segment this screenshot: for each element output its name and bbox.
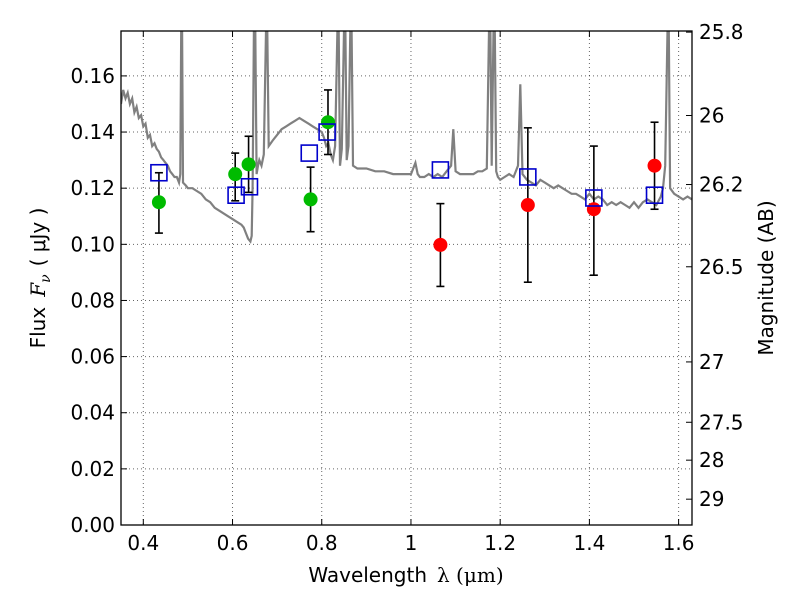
y2-tick-label: 28	[699, 448, 724, 472]
model-photometry-square	[585, 189, 603, 207]
plot-area	[121, 31, 692, 288]
axis-ticks: 0.4 0.6 0.8 1 1.2 1.4 1.6 0.00 0.02 0.04 0.06 0.08 0…	[70, 20, 743, 555]
x-tick-label: 1	[405, 531, 418, 555]
y-tick-label: 0.02	[70, 457, 115, 481]
optical-point	[228, 167, 243, 182]
y-tick-label: 0.14	[70, 120, 115, 144]
y-axis-label: FluxFν( μJy )	[26, 208, 54, 349]
model-spectrum-line	[121, 31, 692, 244]
model-photometry-square	[150, 163, 168, 182]
optical-point	[151, 195, 166, 210]
x-tick-label: 0.4	[127, 531, 159, 555]
nir-point	[433, 237, 448, 252]
model-photometry-square	[431, 161, 450, 179]
x-tick-label: 1.2	[484, 531, 516, 555]
model-photometry-square	[318, 123, 336, 141]
model-photometry-square	[519, 168, 537, 186]
x-tick-label: 1.4	[573, 531, 605, 555]
x-tick-label: 0.8	[306, 531, 338, 555]
optical-point	[241, 157, 256, 172]
y-tick-label: 0.00	[70, 513, 115, 537]
y2-tick-label: 27.5	[699, 410, 744, 434]
optical-point	[303, 192, 318, 207]
y-tick-label: 0.08	[70, 288, 115, 312]
optical-point	[320, 115, 335, 130]
x-tick-label: 1.6	[663, 531, 695, 555]
grid	[121, 31, 692, 525]
y-tick-label: 0.04	[70, 401, 115, 425]
y2-tick-label: 27	[699, 350, 724, 374]
x-tick-label: 0.6	[217, 531, 249, 555]
nir-point	[520, 198, 535, 213]
model-photometry-square	[300, 144, 319, 162]
y-tick-label: 0.10	[70, 232, 115, 256]
y2-tick-label: 25.8	[699, 20, 744, 44]
y2-tick-label: 29	[699, 487, 724, 511]
model-photometry-square	[645, 186, 664, 204]
y2-axis-label: Magnitude (AB)	[754, 200, 778, 355]
model-photometry-square	[240, 177, 259, 196]
nir-point	[586, 202, 601, 217]
y-tick-label: 0.06	[70, 345, 115, 369]
x-axis-label: Wavelength λ (μm)	[308, 563, 503, 587]
y2-tick-label: 26.5	[699, 255, 744, 279]
y-tick-label: 0.16	[70, 64, 115, 88]
plot-frame	[120, 30, 693, 526]
nir-point	[647, 158, 662, 173]
y2-tick-label: 26.2	[699, 173, 744, 197]
y2-tick-label: 26	[699, 103, 724, 127]
y-tick-label: 0.12	[70, 176, 115, 200]
